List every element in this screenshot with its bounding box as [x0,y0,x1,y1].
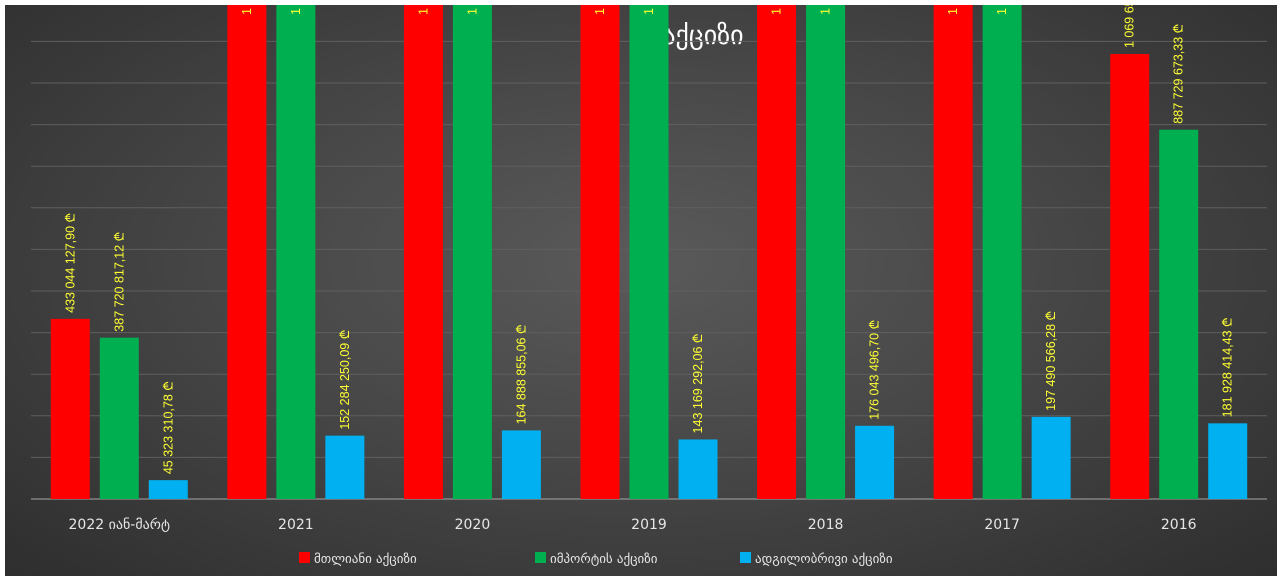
bar [982,5,1022,499]
legend-label: ადგილობრივი აქციზი [755,552,893,567]
data-labels: 433 044 127,90 ₾ 387 720 817,12 ₾ 45 323 3… [63,5,1234,474]
data-label: 197 490 566,28 ₾ [1044,311,1058,411]
data-label: 1 363 506 504,43 ₾ [642,5,656,15]
data-label: 1 454 503 444,67 ₾ [465,5,479,15]
chart-area: აქციზი 433 044 127,90 ₾ 387 720 817,12 ₾ 4… [5,5,1277,576]
bar [757,5,797,499]
chart-title: აქციზი [662,21,743,51]
chart-svg: აქციზი 433 044 127,90 ₾ 387 720 817,12 ₾4… [31,5,1267,567]
bar [501,430,541,499]
x-tick-label: 2016 [1161,517,1197,533]
x-tick-label: 2022 იან-მარტ [69,516,171,533]
bar [933,5,973,500]
bar [50,318,90,499]
legend-swatch [740,552,751,563]
data-label: 1 716 499 466,06 ₾ [289,5,303,15]
bar [855,425,895,499]
bar [678,439,718,499]
bar [325,435,365,499]
data-label: 152 284 250,09 ₾ [338,330,352,430]
x-tick-label: 2021 [278,517,314,533]
data-label: 387 720 817,12 ₾ [112,232,126,332]
bar [806,5,846,500]
bar [629,5,669,499]
data-label: 887 729 673,33 ₾ [1172,24,1186,124]
legend-label: მთლიანი აქციზი [314,552,417,567]
bars [50,5,1248,500]
data-label: 1 868 783 716,15 ₾ [240,5,254,15]
x-tick-label: 2018 [808,517,844,533]
data-label: 1 069 658 087,76 ₾ [1123,5,1137,48]
x-axis-ticks: 2022 იან-მარტ 2021 2020 2019 2018 2017 2016 [69,516,1197,533]
bar [452,5,492,499]
x-tick-label: 2019 [631,517,667,533]
data-label: 1 450 921 949,47 ₾ [946,5,960,15]
data-label: 176 043 496,70 ₾ [868,320,882,420]
data-label: 143 169 292,06 ₾ [691,333,705,433]
bar [580,5,620,500]
bar [1031,416,1071,499]
bar [148,480,188,499]
bar [99,337,139,499]
data-label: 1 465 726 552,97 ₾ [770,5,784,15]
data-label: 45 323 310,78 ₾ [161,381,175,474]
data-label: 433 044 127,90 ₾ [63,213,77,313]
bar [276,5,316,499]
legend-swatch [535,552,546,563]
x-tick-label: 2017 [984,517,1020,533]
data-label: 1 253 431 383,19 ₾ [995,5,1009,15]
legend-swatch [299,552,310,563]
data-label: 1 506 675 796,49 ₾ [593,5,607,15]
bar [1159,129,1199,499]
data-label: 1 289 683 056,27 ₾ [819,5,833,15]
data-label: 181 928 414,43 ₾ [1221,317,1235,417]
data-label: 164 888 855,06 ₾ [514,324,528,424]
bar [403,5,443,499]
bar [227,5,267,499]
bar [1208,423,1248,499]
legend: მთლიანი აქციზი იმპორტის აქციზი ადგილობრივი… [299,552,893,567]
bar [1110,54,1150,499]
legend-label: იმპორტის აქციზი [550,552,658,567]
x-tick-label: 2020 [455,517,491,533]
data-label: 1 619 392 299,73 ₾ [416,5,430,15]
